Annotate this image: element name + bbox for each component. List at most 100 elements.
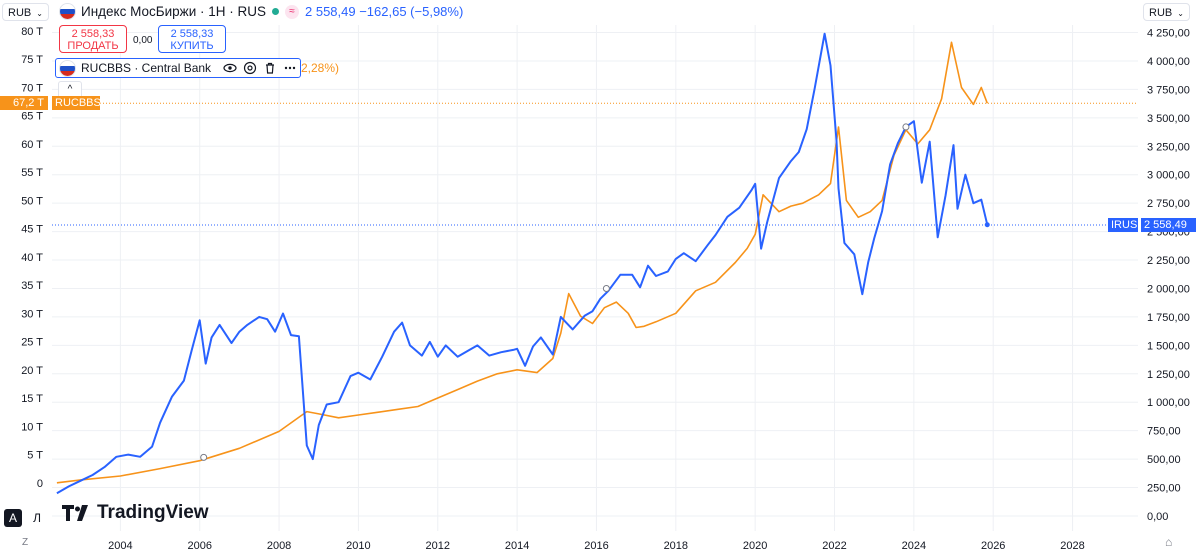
reference-lines bbox=[52, 102, 1138, 226]
x-tick-label: 2024 bbox=[902, 540, 926, 552]
grid-lines bbox=[52, 25, 1138, 531]
sell-price: 2 558,33 bbox=[71, 28, 115, 40]
series-line-rucbbs[interactable] bbox=[56, 41, 989, 484]
spread-value: 0,00 bbox=[133, 35, 153, 46]
left-tick-label: 10 T bbox=[21, 421, 43, 433]
rucbbs-name-badge: RUCBBS bbox=[52, 96, 101, 111]
market-open-icon bbox=[272, 8, 279, 15]
x-tick-label: 2010 bbox=[346, 540, 370, 552]
sell-label: ПРОДАТЬ bbox=[67, 40, 119, 52]
currency-right-label: RUB bbox=[1149, 7, 1173, 19]
left-tick-label: 5 T bbox=[27, 450, 43, 462]
x-tick-label: 2018 bbox=[664, 540, 688, 552]
russia-flag-icon bbox=[60, 60, 75, 76]
buy-label: КУПИТЬ bbox=[170, 40, 214, 52]
indicator-label: RUCBBS · Central Bank bbox=[81, 61, 212, 75]
x-tick-label: 2020 bbox=[743, 540, 767, 552]
instrument-title[interactable]: Индекс МосБиржи · 1Н · RUS bbox=[81, 4, 266, 19]
right-tick-label: 750,00 bbox=[1147, 426, 1181, 438]
quote-values: 2 558,49 −162,65 (−5,98%) bbox=[305, 4, 464, 19]
rucbbs-value-badge: 67,2 T bbox=[0, 96, 48, 111]
event-markers[interactable] bbox=[200, 123, 910, 461]
series-line-irus[interactable] bbox=[56, 32, 989, 495]
settings-corner-icon[interactable]: ⌂ bbox=[1165, 535, 1173, 549]
right-tick-label: 3 000,00 bbox=[1147, 170, 1190, 182]
indicator-change: 2,28%) bbox=[301, 61, 340, 75]
right-tick-label: 1 000,00 bbox=[1147, 397, 1190, 409]
log-scale-button[interactable]: Л bbox=[33, 511, 41, 525]
right-tick-label: 1 250,00 bbox=[1147, 369, 1190, 381]
legend-main: Индекс МосБиржи · 1Н · RUS ≈ 2 558,49 −1… bbox=[60, 4, 463, 19]
x-tick-label: 2014 bbox=[505, 540, 529, 552]
left-tick-label: 35 T bbox=[21, 280, 43, 292]
x-tick-label: 2026 bbox=[981, 540, 1005, 552]
irus-value-badge: 2 558,49 bbox=[1141, 217, 1196, 232]
indicator-legend[interactable]: RUCBBS · Central Bank bbox=[55, 58, 301, 78]
chevron-down-icon: ⌄ bbox=[1177, 9, 1184, 18]
zoom-button[interactable]: Z bbox=[22, 537, 29, 548]
left-tick-label: 60 T bbox=[21, 139, 43, 151]
x-tick-label: 2016 bbox=[584, 540, 608, 552]
currency-left-button[interactable]: RUB ⌄ bbox=[2, 3, 49, 21]
russia-flag-icon bbox=[60, 4, 75, 19]
more-icon[interactable] bbox=[283, 61, 297, 75]
irus-name-badge: IRUS bbox=[1108, 217, 1138, 232]
sell-button[interactable]: 2 558,33 ПРОДАТЬ bbox=[59, 25, 127, 53]
right-tick-label: 2 750,00 bbox=[1147, 198, 1190, 210]
event-marker[interactable] bbox=[902, 123, 910, 131]
right-tick-label: 500,00 bbox=[1147, 454, 1181, 466]
right-tick-label: 3 500,00 bbox=[1147, 113, 1190, 125]
scale-mode-controls: A Л bbox=[4, 509, 46, 527]
event-marker[interactable] bbox=[602, 284, 610, 292]
left-tick-label: 25 T bbox=[21, 337, 43, 349]
tradingview-logo[interactable]: TradingView bbox=[62, 502, 209, 524]
x-tick-label: 2004 bbox=[108, 540, 132, 552]
logo-text: TradingView bbox=[97, 502, 209, 523]
eye-icon[interactable] bbox=[223, 61, 237, 75]
currency-left-label: RUB bbox=[8, 7, 32, 19]
right-tick-label: 4 000,00 bbox=[1147, 56, 1190, 68]
left-tick-label: 45 T bbox=[21, 224, 43, 236]
tradingview-logo-icon bbox=[62, 505, 88, 521]
settings-icon[interactable] bbox=[243, 61, 257, 75]
left-tick-label: 0 bbox=[37, 478, 43, 490]
left-tick-label: 40 T bbox=[21, 252, 43, 264]
buy-button[interactable]: 2 558,33 КУПИТЬ bbox=[158, 25, 226, 53]
x-tick-label: 2006 bbox=[187, 540, 211, 552]
right-tick-label: 3 250,00 bbox=[1147, 141, 1190, 153]
last-point-dot bbox=[984, 222, 990, 228]
left-tick-label: 20 T bbox=[21, 365, 43, 377]
right-tick-label: 3 750,00 bbox=[1147, 84, 1190, 96]
left-tick-label: 50 T bbox=[21, 195, 43, 207]
right-tick-label: 0,00 bbox=[1147, 511, 1168, 523]
trash-icon[interactable] bbox=[263, 61, 277, 75]
x-tick-label: 2012 bbox=[426, 540, 450, 552]
left-tick-label: 80 T bbox=[21, 26, 43, 38]
x-tick-label: 2008 bbox=[267, 540, 291, 552]
right-tick-label: 2 250,00 bbox=[1147, 255, 1190, 267]
right-tick-label: 1 750,00 bbox=[1147, 312, 1190, 324]
x-tick-label: 2022 bbox=[822, 540, 846, 552]
chevron-down-icon: ⌄ bbox=[36, 9, 43, 18]
left-tick-label: 65 T bbox=[21, 111, 43, 123]
left-tick-label: 75 T bbox=[21, 54, 43, 66]
currency-right-button[interactable]: RUB ⌄ bbox=[1143, 3, 1190, 21]
left-axis-labels: 0 5 T 10 T 15 T 20 T 25 T 30 T 35 T 40 T 45 T 50 T… bbox=[21, 26, 43, 490]
left-tick-label: 70 T bbox=[21, 82, 43, 94]
x-axis-labels: 2004 2006 2008 2010 2012 2014 2016 2018 2020 2022… bbox=[108, 540, 1085, 552]
right-tick-label: 2 000,00 bbox=[1147, 283, 1190, 295]
series-lines[interactable] bbox=[56, 32, 990, 495]
left-tick-label: 15 T bbox=[21, 393, 43, 405]
right-tick-label: 1 500,00 bbox=[1147, 340, 1190, 352]
left-tick-label: 30 T bbox=[21, 308, 43, 320]
auto-scale-button[interactable]: A bbox=[4, 509, 22, 527]
right-tick-label: 250,00 bbox=[1147, 483, 1181, 495]
right-tick-label: 4 250,00 bbox=[1147, 28, 1190, 40]
event-marker[interactable] bbox=[200, 453, 208, 461]
delayed-data-icon[interactable]: ≈ bbox=[285, 4, 299, 19]
right-axis-labels: 0,00 250,00 500,00 750,00 1 000,00 1 250,00 1 … bbox=[1147, 28, 1190, 523]
buy-price: 2 558,33 bbox=[170, 28, 214, 40]
left-tick-label: 55 T bbox=[21, 167, 43, 179]
x-tick-label: 2028 bbox=[1060, 540, 1084, 552]
